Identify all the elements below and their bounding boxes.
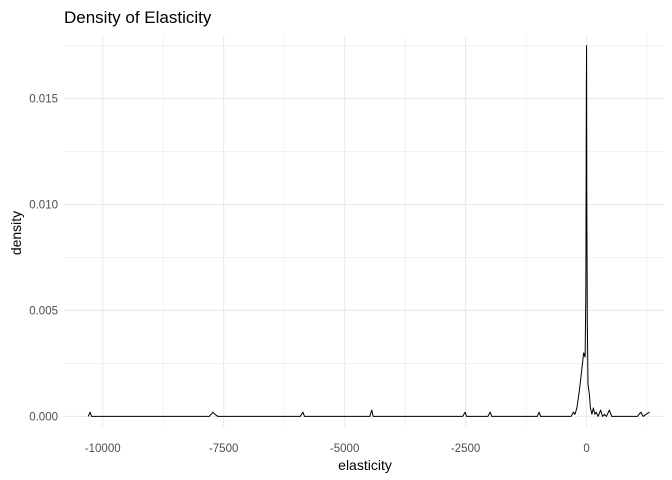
y-tick-label: 0.010 — [29, 200, 58, 212]
x-tick-label: 0 — [583, 443, 589, 455]
x-tick-label: -7500 — [209, 443, 238, 455]
x-tick-label: -10000 — [85, 443, 121, 455]
density-line — [87, 45, 650, 417]
y-tick-label: 0.000 — [29, 411, 58, 423]
plot-marks — [87, 45, 650, 417]
y-tick-label: 0.005 — [29, 305, 58, 317]
grid — [64, 35, 664, 427]
x-axis-ticks: -10000 -7500 -5000 -2500 0 — [85, 443, 590, 455]
y-tick-label: 0.015 — [29, 94, 58, 106]
x-axis-title: elasticity — [338, 457, 392, 473]
chart-title: Density of Elasticity — [64, 8, 212, 27]
x-tick-label: -5000 — [330, 443, 359, 455]
y-axis-title: density — [8, 211, 24, 255]
x-tick-label: -2500 — [451, 443, 480, 455]
y-axis-ticks: 0.000 0.005 0.010 0.015 — [29, 94, 58, 424]
